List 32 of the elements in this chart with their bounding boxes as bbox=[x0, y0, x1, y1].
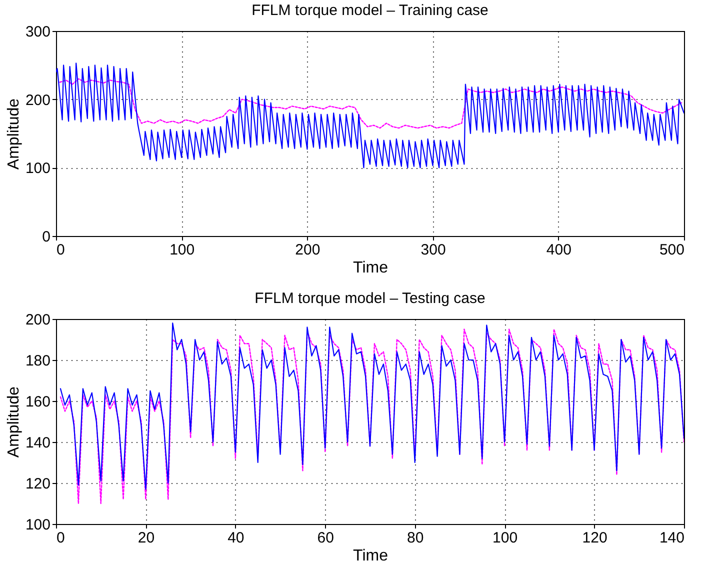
y-tick-label: 160 bbox=[25, 394, 50, 410]
y-axis-title: Amplitude bbox=[5, 98, 22, 170]
y-axis-title: Amplitude bbox=[5, 386, 22, 458]
chart-title: FFLM torque model – Training case bbox=[252, 2, 488, 19]
x-tick-label: 0 bbox=[56, 530, 65, 546]
x-tick-label: 0 bbox=[56, 242, 65, 258]
x-tick-label: 300 bbox=[420, 242, 446, 258]
x-tick-label: 60 bbox=[317, 530, 334, 546]
x-axis-title: Time bbox=[353, 548, 388, 564]
x-tick-label: 200 bbox=[295, 242, 320, 258]
x-tick-label: 100 bbox=[170, 242, 195, 258]
x-tick-label: 120 bbox=[582, 530, 608, 546]
y-tick-label: 180 bbox=[25, 352, 50, 370]
y-tick-label: 100 bbox=[25, 516, 50, 534]
x-tick-label: 20 bbox=[138, 530, 155, 546]
x-axis-title: Time bbox=[353, 260, 388, 276]
x-tick-label: 40 bbox=[228, 530, 244, 546]
x-tick-label: 80 bbox=[407, 530, 424, 546]
y-tick-label: 140 bbox=[25, 434, 50, 452]
y-tick-label: 100 bbox=[25, 160, 50, 178]
x-tick-label: 100 bbox=[492, 530, 518, 546]
line-series bbox=[56, 62, 684, 168]
line-series bbox=[59, 78, 682, 129]
y-tick-label: 200 bbox=[25, 92, 50, 109]
chart-title: FFLM torque model – Testing case bbox=[254, 290, 486, 307]
y-tick-label: 120 bbox=[25, 476, 50, 492]
y-tick-label: 300 bbox=[25, 24, 50, 40]
x-tick-label: 500 bbox=[659, 242, 684, 258]
y-tick-label: 0 bbox=[42, 228, 50, 246]
x-tick-label: 400 bbox=[546, 242, 572, 258]
x-tick-label: 140 bbox=[659, 530, 684, 546]
y-tick-label: 200 bbox=[25, 312, 50, 328]
